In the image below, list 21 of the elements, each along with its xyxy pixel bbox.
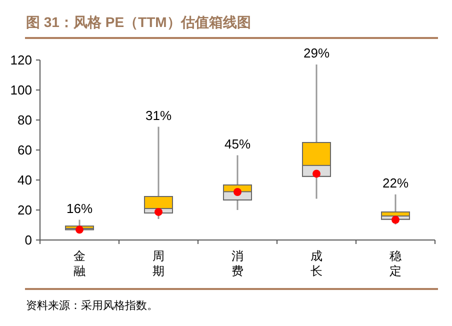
annotation: 29% [303,46,330,60]
x-tick-label: 周期 [152,249,164,278]
y-tick-label: 20 [18,202,32,218]
y-tick-label: 40 [18,172,32,188]
point [154,208,162,216]
annotation: 16% [66,200,93,216]
x-tick-label: 成长 [310,249,322,278]
y-tick-label: 120 [10,52,32,68]
annotation: 31% [145,108,172,123]
y-tick-label: 80 [18,112,32,128]
annotation: 45% [224,136,251,152]
y-tick-label: 0 [24,232,32,248]
text: 资料来源：采用风格指数。 [26,299,158,312]
x-tick-label: 消费 [232,249,244,278]
point [76,226,84,234]
x-tick-label: 金融 [74,249,86,278]
x-tick-label: 稳定 [390,249,402,278]
annotation: 22% [382,175,409,190]
chart-title: 图 31：风格 PE（TTM）估值箱线图 [26,14,251,30]
y-tick-label: 100 [10,82,32,98]
y-tick-label: 60 [18,142,32,158]
